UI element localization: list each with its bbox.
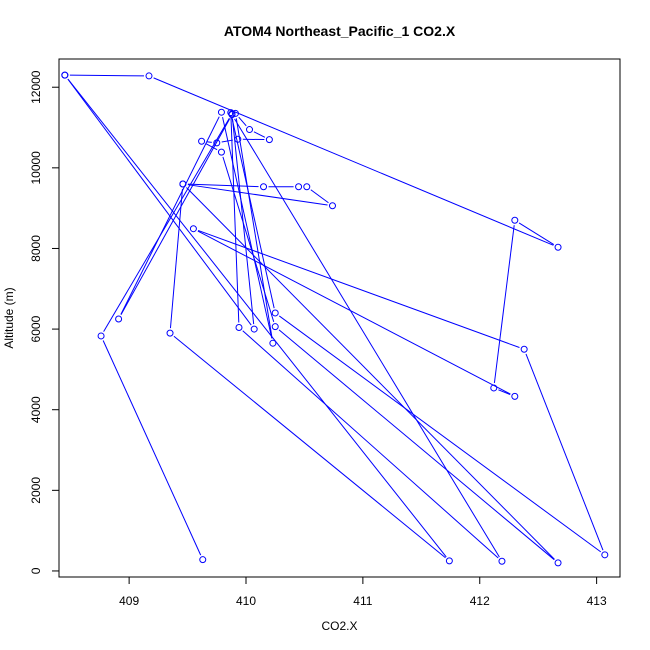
series-line-segment [310, 189, 329, 204]
x-tick-label: 409 [119, 594, 139, 608]
series-line-segment [231, 118, 255, 325]
series-line-segment [69, 74, 144, 77]
series-line-segment [278, 315, 602, 553]
series-line-segment [67, 78, 252, 326]
series-line-segment [187, 183, 259, 188]
series-line-segment [253, 131, 266, 138]
y-tick-label: 8000 [29, 235, 43, 262]
series-line-segment [197, 230, 511, 395]
series-line-segment [235, 118, 273, 339]
y-tick-label: 12000 [29, 70, 43, 104]
series-line-segment [186, 187, 555, 560]
series-line-segment [238, 116, 247, 127]
series-lines [67, 74, 604, 561]
data-point [328, 202, 336, 210]
series-line-segment [221, 139, 233, 143]
data-point [511, 216, 519, 224]
data-point [265, 136, 273, 144]
series-line-segment [153, 77, 554, 246]
data-point [235, 323, 243, 331]
data-point [554, 559, 562, 567]
series-line-segment [173, 335, 446, 559]
series-line-segment [493, 225, 515, 384]
data-point [554, 243, 562, 251]
data-point [213, 139, 221, 147]
data-point [198, 137, 206, 145]
series-line-segment [222, 156, 275, 323]
x-tick-label: 411 [353, 594, 372, 608]
data-point [295, 183, 303, 191]
data-point [260, 183, 268, 191]
data-point [601, 551, 609, 559]
data-point [246, 126, 254, 134]
y-tick-label: 2000 [29, 477, 43, 504]
series-line-segment [230, 117, 240, 323]
x-axis: 409 410 411 412 413 [119, 576, 607, 608]
series-line-segment [231, 117, 275, 309]
data-point [115, 315, 123, 323]
data-point [511, 392, 519, 400]
data-point [520, 345, 528, 353]
data-point [189, 225, 197, 233]
data-point [271, 309, 279, 317]
series-line-segment [242, 330, 499, 559]
data-point [179, 180, 187, 188]
series-line-segment [525, 353, 604, 551]
x-tick-label: 412 [470, 594, 490, 608]
data-point [217, 148, 225, 156]
series-points [61, 71, 609, 567]
x-tick-label: 410 [236, 594, 256, 608]
data-point [445, 557, 453, 565]
data-point [490, 384, 498, 392]
series-line-segment [102, 340, 202, 556]
series-line-segment [205, 143, 218, 151]
data-point [199, 556, 207, 564]
y-tick-label: 6000 [29, 315, 43, 342]
series-line-segment [206, 141, 212, 143]
chart-title: ATOM4 Northeast_Pacific_1 CO2.X [224, 23, 456, 39]
data-point [234, 135, 242, 143]
series-line-segment [103, 117, 230, 332]
y-tick-label: 10000 [29, 151, 43, 185]
series-line-segment [222, 116, 273, 339]
data-point [61, 71, 69, 79]
x-tick-label: 413 [587, 594, 607, 608]
data-point [231, 109, 239, 117]
data-point [145, 72, 153, 80]
series-line-segment [234, 118, 500, 558]
y-tick-label: 0 [29, 567, 43, 574]
data-point [250, 325, 258, 333]
series-line-segment [498, 389, 511, 396]
series-line-segment [278, 329, 555, 561]
data-point [228, 110, 236, 118]
data-point [498, 557, 506, 565]
series-line-segment [187, 184, 328, 206]
data-point [303, 183, 311, 191]
y-tick-label: 4000 [29, 396, 43, 423]
series-line-segment [518, 222, 555, 246]
y-axis: 0 2000 4000 6000 8000 10000 12000 [29, 70, 60, 574]
data-point [97, 332, 105, 340]
data-point [217, 108, 225, 116]
data-point [166, 329, 174, 337]
series-line-segment [120, 118, 230, 315]
x-axis-label: CO2.X [321, 619, 357, 633]
series-line-segment [67, 78, 447, 558]
data-point [271, 323, 279, 331]
y-axis-label: Altitude (m) [2, 287, 16, 348]
data-point [269, 339, 277, 347]
series-line-segment [169, 188, 183, 329]
